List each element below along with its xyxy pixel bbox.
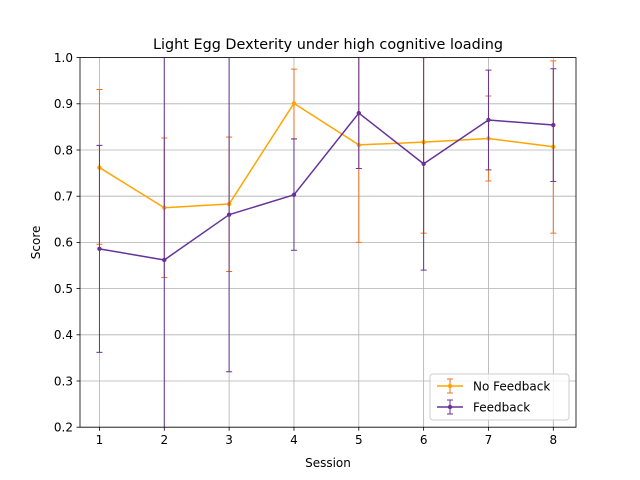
legend: No Feedback Feedback xyxy=(429,373,570,421)
chart-title: Light Egg Dexterity under high cognitive… xyxy=(153,37,503,53)
data-point xyxy=(162,257,167,263)
data-point xyxy=(291,101,297,106)
x-axis-label: Session xyxy=(305,456,351,470)
series-line xyxy=(99,102,554,209)
series-feedback xyxy=(96,57,557,428)
data-point xyxy=(97,246,102,252)
y-tick-label: 0.6 xyxy=(54,236,73,250)
x-tick-label: 5 xyxy=(355,433,363,447)
y-tick-label: 0.2 xyxy=(54,421,73,435)
legend-entry-no-feedback: No Feedback xyxy=(437,378,550,394)
data-point xyxy=(486,117,491,123)
data-point xyxy=(226,212,232,217)
data-point xyxy=(551,122,556,128)
y-axis-label: Score xyxy=(29,226,43,260)
series-line xyxy=(99,112,554,261)
x-tick-label: 1 xyxy=(96,433,104,447)
x-tick-label: 3 xyxy=(225,433,233,447)
data-point xyxy=(421,161,426,167)
x-tick-label: 2 xyxy=(160,433,168,447)
legend-marker xyxy=(447,404,453,410)
legend-entry-feedback: Feedback xyxy=(437,399,530,415)
x-tick-label: 6 xyxy=(420,433,428,447)
legend-label: Feedback xyxy=(473,400,530,414)
series-layer xyxy=(96,57,557,428)
y-tick-label: 0.4 xyxy=(54,328,73,342)
data-point xyxy=(356,110,361,116)
axis-ticks: 1 2 3 4 5 6 7 8 0.2 0.3 0.4 0.5 0.6 0.7 0.8 0.9 1.0 xyxy=(54,51,557,447)
y-tick-label: 0.3 xyxy=(54,374,73,388)
legend-box xyxy=(429,373,570,421)
x-tick-label: 8 xyxy=(549,433,557,447)
y-tick-label: 0.9 xyxy=(54,97,73,111)
y-tick-label: 0.7 xyxy=(54,190,73,204)
y-tick-label: 0.5 xyxy=(54,282,73,296)
x-tick-label: 7 xyxy=(485,433,493,447)
legend-label: No Feedback xyxy=(473,379,550,393)
y-tick-label: 1.0 xyxy=(54,51,73,65)
y-tick-label: 0.8 xyxy=(54,143,73,157)
data-point xyxy=(291,192,297,198)
legend-marker xyxy=(447,383,453,389)
x-tick-label: 4 xyxy=(290,433,298,447)
